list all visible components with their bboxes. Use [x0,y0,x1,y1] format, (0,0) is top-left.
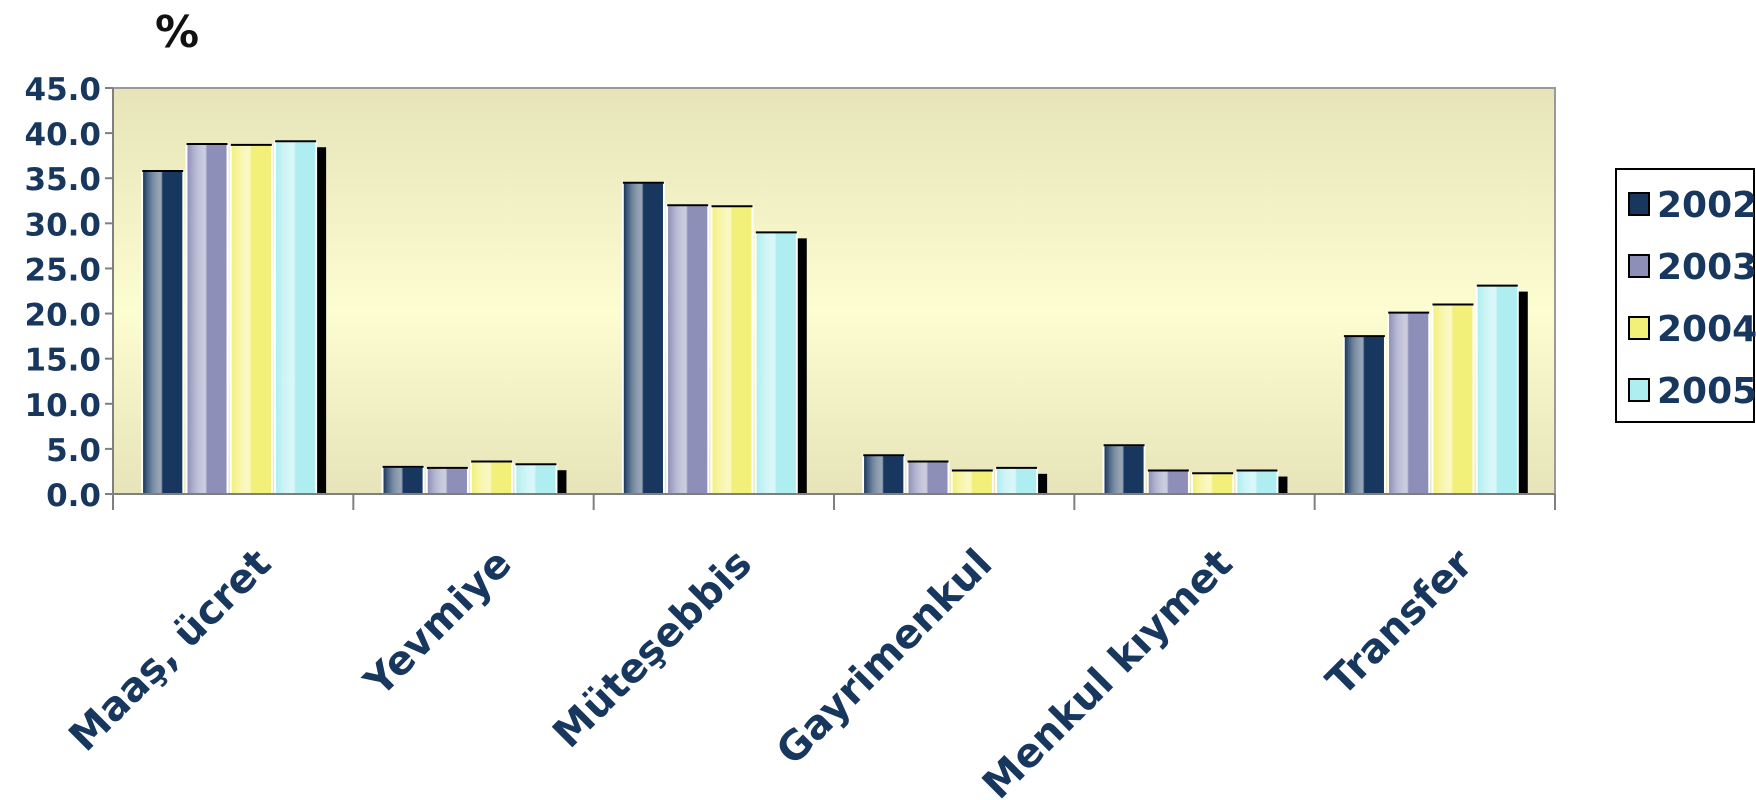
bar-shading [1344,337,1384,493]
legend-swatch [1628,316,1650,340]
bar-shading [623,183,663,493]
legend-label: 2002 [1657,185,1756,226]
bar-shading [187,144,227,493]
bar-shadow [1517,291,1528,494]
legend-swatch [1628,378,1650,402]
legend-label: 2005 [1657,371,1756,412]
bar-shading [472,462,512,493]
plot-area [112,87,1556,495]
bar-shading [864,456,904,493]
bar-shading [516,465,556,493]
bar-shading [952,471,992,493]
x-tick-label: Transfer [1318,540,1482,704]
bar-shading [1433,305,1473,493]
legend-label: 2003 [1657,247,1756,288]
y-unit-label: % [155,7,199,58]
y-tick-label: 0.0 [46,478,101,514]
bar-shading [143,172,183,493]
bar-shading [427,468,467,493]
bar-shading [1477,286,1517,493]
legend-swatch [1628,254,1650,278]
x-tick-label: Gayrimenkul [768,541,1001,774]
y-tick-label: 35.0 [25,162,102,198]
bar-shading [383,467,423,493]
bars-layer [141,140,1528,496]
bar-shading [1148,471,1188,493]
x-tick-label: Maaş, ücret [60,541,280,761]
bar-shading [1237,471,1277,493]
bar-shadow [1037,473,1048,494]
legend-label: 2004 [1657,309,1756,350]
bar-shadow [316,147,327,494]
y-tick-label: 40.0 [25,117,102,153]
y-tick-label: 20.0 [25,298,102,334]
bar-shading [1104,446,1144,493]
bar-shading [908,462,948,493]
y-tick-label: 25.0 [25,252,102,288]
x-tick-label: Yevmiye [355,541,521,707]
y-tick-label: 5.0 [46,433,101,469]
bar-shadow [1277,476,1288,494]
bar-shadow [796,238,807,494]
y-tick-label: 45.0 [25,72,102,108]
legend-swatch [1628,192,1650,216]
legend: 2002 2003 2004 2005 [1615,168,1756,423]
bar-shading [1389,313,1429,493]
bar-shading [997,468,1037,493]
x-tick-label: Müteşebbis [544,541,761,758]
y-tick-label: 30.0 [25,207,102,243]
bar-shading [668,206,708,494]
y-tick-label: 15.0 [25,343,102,379]
bar-shading [276,142,316,493]
bar-shading [712,207,752,494]
y-tick-label: 10.0 [25,388,102,424]
x-tick-label: Menkul kıymet [974,541,1242,800]
bar-shading [756,233,796,493]
bar-shadow [556,470,567,494]
bar-shading [1193,474,1233,493]
bar-shading [231,145,271,493]
